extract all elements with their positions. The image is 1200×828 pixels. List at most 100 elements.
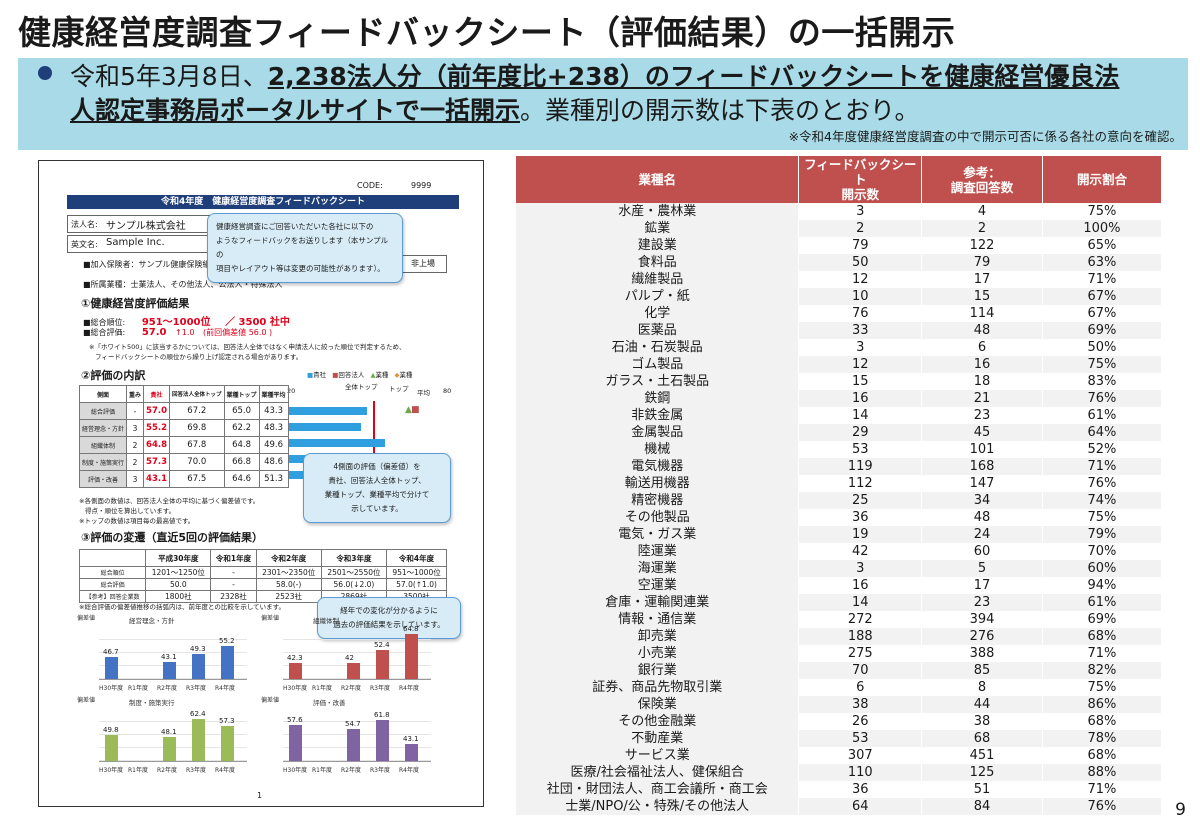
history-cell: 2301～2350位 bbox=[255, 566, 322, 579]
history-cell: 57.0(↑1.0) bbox=[386, 578, 447, 591]
breakdown-cell: 64.8 bbox=[223, 436, 260, 454]
table-row: 保険業 38 44 86% bbox=[516, 696, 1163, 713]
ratio-cell: 75% bbox=[1042, 203, 1163, 220]
callout-intro: 健康経営調査にご回答いただいた各社に以下の ようなフィードバックをお送りします（… bbox=[207, 213, 403, 283]
responses-cell: 8 bbox=[921, 679, 1043, 696]
table-row: ガラス・土石製品 15 18 83% bbox=[516, 373, 1163, 390]
ratio-cell: 83% bbox=[1042, 373, 1163, 390]
ratio-cell: 70% bbox=[1042, 543, 1163, 560]
chart-bar bbox=[289, 725, 302, 761]
breakdown-cell: 62.2 bbox=[223, 419, 260, 437]
page-title: 健康経営度調査フィードバックシート（評価結果）の一括開示 bbox=[18, 13, 956, 52]
disclosed-cell: 307 bbox=[798, 747, 923, 764]
axis-max: 80 bbox=[443, 387, 452, 395]
chart-title: 評価・改善 bbox=[313, 699, 346, 707]
ratio-cell: 100% bbox=[1042, 220, 1163, 237]
disclosed-cell: 25 bbox=[798, 492, 923, 509]
summary-line-1: 令和5年3月8日、2,238法人分（前年度比+238）のフィードバックシートを健… bbox=[70, 62, 1120, 91]
chart-tick-label: R2年度 bbox=[157, 767, 177, 774]
history-cell: 総合評価 bbox=[78, 578, 147, 591]
table-row: 不動産業 53 68 78% bbox=[516, 730, 1163, 747]
rank-row: ■総合順位: 951～1000位 ／ 3500 社中 bbox=[83, 317, 290, 328]
industry-cell: 士業/NPO/公・特殊/その他法人 bbox=[516, 798, 800, 815]
industry-cell: パルプ・紙 bbox=[516, 288, 800, 305]
breakdown-cell: 64.6 bbox=[223, 470, 260, 488]
ratio-cell: 79% bbox=[1042, 526, 1163, 543]
table-row: サービス業 307 451 68% bbox=[516, 747, 1163, 764]
breakdown-row: 経営理念・方針 3 55.2 69.8 62.2 48.3 bbox=[78, 419, 289, 437]
chart-data-label: 57.6 bbox=[287, 716, 303, 725]
ratio-cell: 71% bbox=[1042, 781, 1163, 798]
responses-cell: 23 bbox=[921, 407, 1043, 424]
breakdown-cell: 67.8 bbox=[169, 436, 225, 454]
history-chart: 偏差値 評価・改善 57.6 54.7 61.8 43.1 H30年度 R1年度 R2年度 R3年… bbox=[261, 695, 433, 775]
history-row: 総合順位 1201～1250位 -2301～2350位 2501～2550位 951～1… bbox=[78, 566, 447, 579]
history-cell: 総合順位 bbox=[78, 566, 147, 579]
breakdown-cell: 57.0 bbox=[143, 402, 171, 420]
breakdown-cell: - bbox=[126, 402, 145, 420]
ratio-cell: 94% bbox=[1042, 577, 1163, 594]
chart-data-label: 49.8 bbox=[103, 726, 119, 735]
responses-cell: 23 bbox=[921, 594, 1043, 611]
table-row: 電気・ガス業 19 24 79% bbox=[516, 526, 1163, 543]
disclosed-cell: 275 bbox=[798, 645, 923, 662]
table-row: 社団・財団法人、商工会議所・商工会 36 51 71% bbox=[516, 781, 1163, 798]
disclosed-cell: 12 bbox=[798, 356, 923, 373]
responses-cell: 394 bbox=[921, 611, 1043, 628]
chart-bar bbox=[376, 649, 389, 679]
table-row: 化学 76 114 67% bbox=[516, 305, 1163, 322]
breakdown-cell: 経営理念・方針 bbox=[78, 419, 128, 437]
chart-tick-label: R1年度 bbox=[312, 685, 332, 692]
industry-cell: 医薬品 bbox=[516, 322, 800, 339]
disclosed-cell: 42 bbox=[798, 543, 923, 560]
ratio-cell: 86% bbox=[1042, 696, 1163, 713]
chart-axis-label: 偏差値 bbox=[77, 697, 96, 704]
chart-bar bbox=[163, 661, 176, 679]
history-cell: 50.0 bbox=[145, 578, 212, 591]
chart-legend: ■貴社 ■回答法人 ▲業種 ◆業種 bbox=[307, 371, 413, 379]
disclosed-cell: 10 bbox=[798, 288, 923, 305]
industry-cell: 繊維製品 bbox=[516, 271, 800, 288]
industry-cell: サービス業 bbox=[516, 747, 800, 764]
ratio-cell: 75% bbox=[1042, 679, 1163, 696]
breakdown-table: 側面 重み 貴社 回答法人全体トップ 業種トップ 業種平均 総合評価 -57.0 67.2… bbox=[78, 385, 289, 488]
chart-data-label: 64.8 bbox=[403, 624, 419, 633]
industry-cell: 石油・石炭製品 bbox=[516, 339, 800, 356]
ratio-cell: 60% bbox=[1042, 560, 1163, 577]
chart-tick-label: R2年度 bbox=[157, 685, 177, 692]
disclosed-cell: 36 bbox=[798, 509, 923, 526]
chart-tick-label: R4年度 bbox=[215, 767, 235, 774]
breakdown-cell: 67.2 bbox=[169, 402, 225, 420]
ratio-cell: 50% bbox=[1042, 339, 1163, 356]
responses-cell: 84 bbox=[921, 798, 1043, 815]
history-cell: 1201～1250位 bbox=[145, 566, 212, 579]
disclosed-cell: 79 bbox=[798, 237, 923, 254]
industry-cell: 化学 bbox=[516, 305, 800, 322]
chart-bar bbox=[405, 743, 418, 761]
breakdown-row: 制度・施策実行 2 57.3 70.0 66.8 48.6 bbox=[78, 453, 289, 471]
disclosed-cell: 64 bbox=[798, 798, 923, 815]
breakdown-cell: 65.0 bbox=[223, 402, 260, 420]
chart-tick-label: R3年度 bbox=[186, 767, 206, 774]
responses-cell: 60 bbox=[921, 543, 1043, 560]
history-cell: 58.0(-) bbox=[255, 578, 322, 591]
chart-axis-label: 偏差値 bbox=[261, 615, 280, 622]
ratio-cell: 69% bbox=[1042, 611, 1163, 628]
breakdown-cell: 66.8 bbox=[223, 453, 260, 471]
industry-cell: 証券、商品先物取引業 bbox=[516, 679, 800, 696]
industry-cell: 情報・通信業 bbox=[516, 611, 800, 628]
table-row: 証券、商品先物取引業 6 8 75% bbox=[516, 679, 1163, 696]
industry-cell: 電気機器 bbox=[516, 458, 800, 475]
industry-cell: 空運業 bbox=[516, 577, 800, 594]
ratio-cell: 67% bbox=[1042, 305, 1163, 322]
axis-label-top: 全体トップ bbox=[345, 383, 378, 391]
responses-cell: 48 bbox=[921, 509, 1043, 526]
breakdown-note-3: ※トップの数値は項目毎の最高値です。 bbox=[79, 517, 195, 525]
breakdown-cell: 69.8 bbox=[169, 419, 225, 437]
industry-cell: 食料品 bbox=[516, 254, 800, 271]
industry-cell: 海運業 bbox=[516, 560, 800, 577]
chart-bar bbox=[289, 663, 302, 679]
responses-cell: 147 bbox=[921, 475, 1043, 492]
chart-tick-label: H30年度 bbox=[283, 685, 308, 692]
disclosed-cell: 16 bbox=[798, 390, 923, 407]
